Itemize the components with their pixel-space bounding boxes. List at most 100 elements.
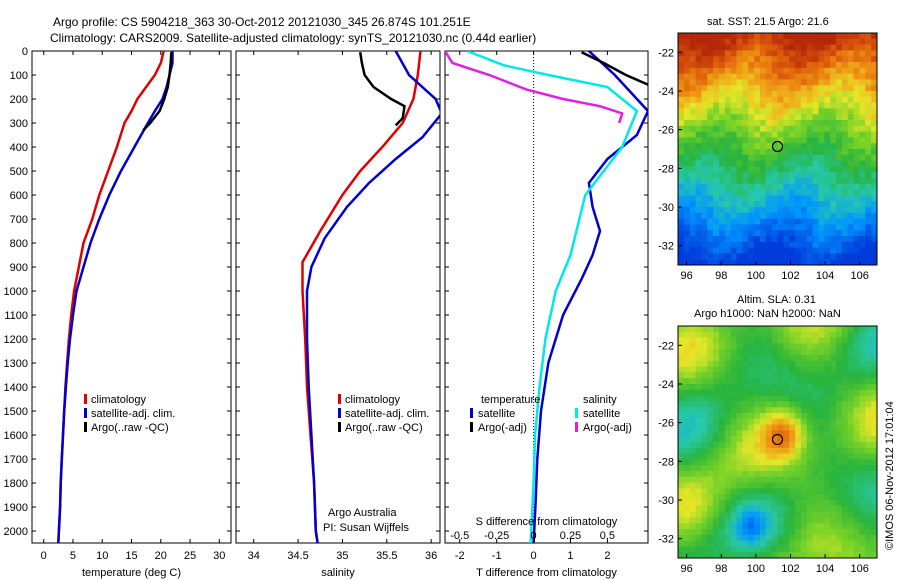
salinity-plot [301, 51, 440, 543]
map-cell [777, 195, 784, 202]
map-cell [765, 505, 773, 512]
map-cell [765, 120, 773, 127]
map-cell [783, 253, 790, 260]
map-cell [830, 160, 837, 167]
map-cell [707, 401, 714, 408]
map-cell [771, 73, 778, 80]
map-cell [701, 253, 708, 260]
map-cell [724, 401, 732, 408]
map-cell [718, 360, 726, 367]
map-cell [871, 442, 877, 449]
map-cell [824, 482, 831, 489]
map-cell [847, 529, 854, 536]
map-cell [718, 236, 726, 243]
map-cell [806, 195, 814, 202]
map-cell [783, 482, 790, 489]
map-cell [777, 85, 784, 92]
map-cell [730, 471, 737, 478]
map-cell [689, 529, 696, 536]
map-cell [736, 482, 743, 489]
map-cell [765, 413, 773, 420]
map-cell [836, 102, 843, 109]
map-cell [824, 494, 831, 501]
map-cell [830, 488, 837, 495]
map-cell [795, 207, 802, 214]
map-cell [771, 247, 778, 254]
x-tick-label: 15 [125, 550, 137, 562]
map-cell [689, 149, 696, 156]
map-cell [783, 241, 790, 248]
depth-tick-label: 0 [22, 46, 28, 58]
map-cell [841, 534, 849, 541]
map-cell [724, 372, 732, 379]
map-cell [765, 79, 773, 86]
map-cell [777, 453, 784, 460]
map-cell [707, 372, 714, 379]
map-cell [713, 62, 720, 69]
map-cell [783, 189, 790, 196]
map-cell [771, 331, 778, 338]
map-cell [689, 337, 696, 344]
map-cell [724, 44, 732, 51]
map-cell [847, 523, 854, 530]
map-cell [830, 154, 837, 161]
map-cell [718, 540, 726, 547]
map-cell [695, 218, 702, 225]
map-cell [678, 218, 685, 225]
map-cell [701, 33, 708, 40]
map-cell [853, 505, 860, 512]
map-cell [730, 253, 737, 260]
map-cell [765, 552, 773, 558]
map-cell [859, 552, 866, 558]
map-cell [795, 96, 802, 103]
map-cell [678, 534, 685, 541]
map-cell [800, 378, 808, 385]
map-cell [724, 189, 732, 196]
map-cell [683, 143, 691, 150]
map-cell [718, 73, 726, 80]
map-cell [771, 160, 778, 167]
map-cell [701, 459, 708, 466]
map-cell [871, 212, 877, 219]
map-cell [771, 500, 778, 507]
map-x-tick-label: 102 [781, 563, 799, 575]
map-cell [789, 160, 796, 167]
map-cell [806, 517, 814, 524]
map-cell [759, 529, 767, 536]
map-cell [748, 149, 755, 156]
map-cell [836, 96, 843, 103]
map-cell [701, 494, 708, 501]
map-cell [701, 125, 708, 132]
map-cell [736, 114, 743, 121]
map-cell [754, 259, 761, 265]
map-cell [871, 401, 877, 408]
map-cell [683, 120, 691, 127]
map-cell [847, 85, 854, 92]
map-cell [841, 459, 849, 466]
map-cell [765, 447, 773, 454]
map-cell [853, 395, 860, 402]
map-cell [789, 523, 796, 530]
map-cell [701, 114, 708, 121]
map-cell [683, 50, 691, 57]
map-cell [713, 207, 720, 214]
map-cell [836, 326, 843, 333]
map-cell [800, 207, 808, 214]
map-cell [789, 195, 796, 202]
map-cell [800, 218, 808, 225]
map-cell [789, 120, 796, 127]
map-cell [718, 395, 726, 402]
map-cell [865, 56, 872, 63]
map-cell [841, 201, 849, 208]
map-cell [789, 230, 796, 237]
map-cell [678, 102, 685, 109]
map-cell [777, 511, 784, 518]
map-cell [824, 230, 831, 237]
map-cell [853, 154, 860, 161]
map-cell [795, 337, 802, 344]
map-cell [689, 120, 696, 127]
map-cell [713, 326, 720, 333]
map-cell [730, 517, 737, 524]
map-cell [759, 85, 767, 92]
map-cell [824, 259, 831, 265]
